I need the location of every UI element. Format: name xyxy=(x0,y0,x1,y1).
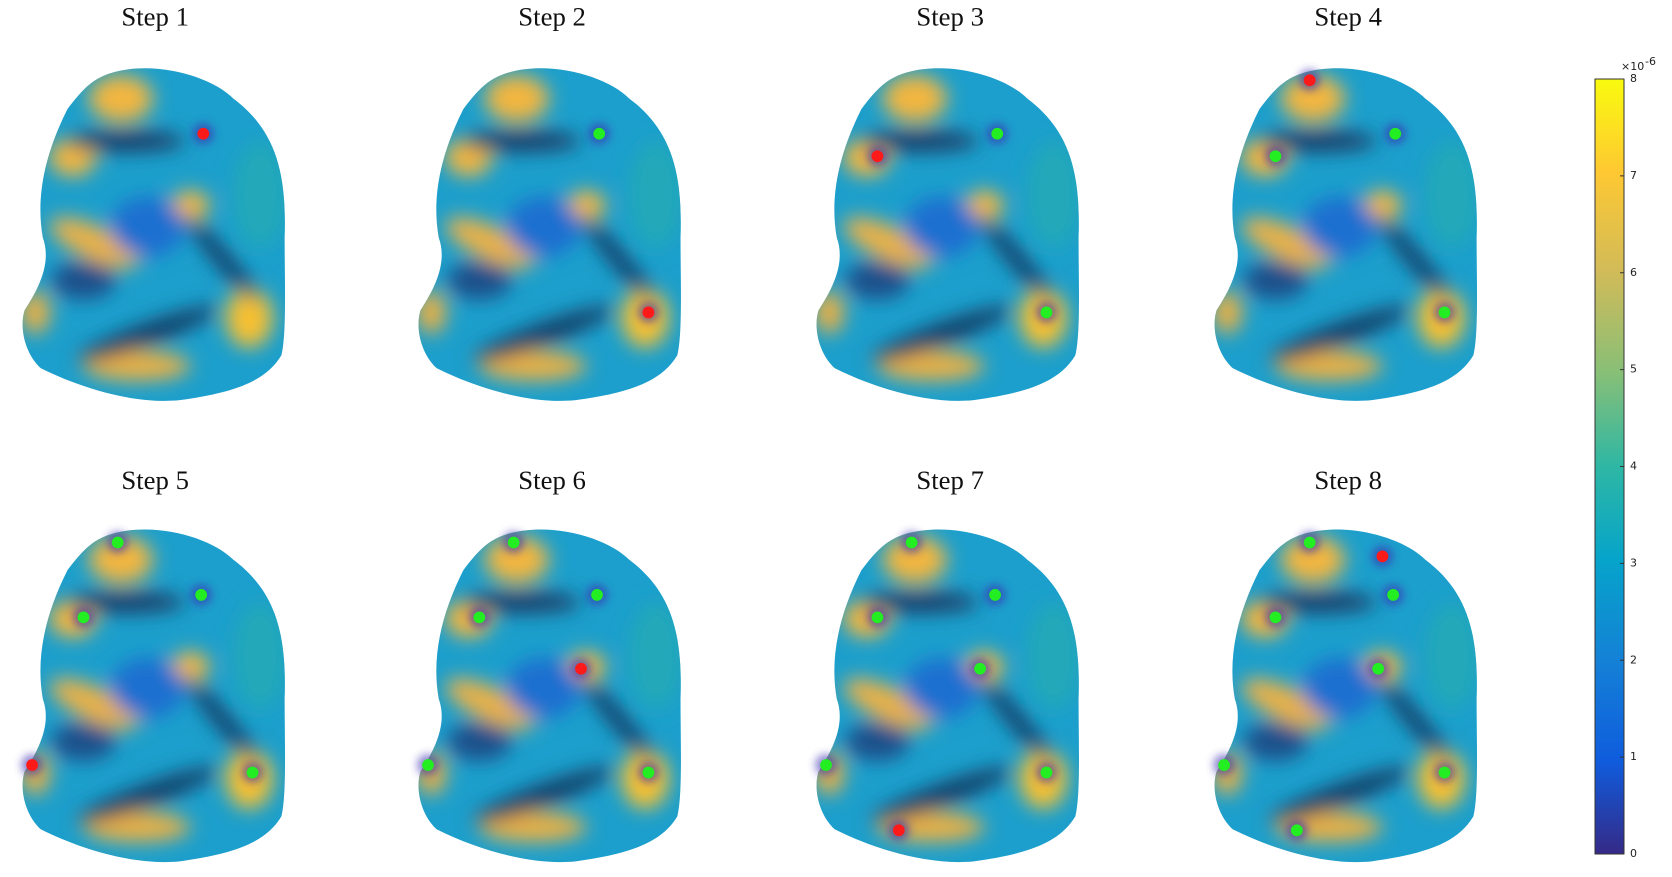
selected-point xyxy=(1376,550,1389,563)
surface xyxy=(20,68,286,401)
previous-point xyxy=(591,589,603,601)
panel: Step 7 xyxy=(814,465,1080,862)
previous-point xyxy=(991,127,1004,140)
previous-point xyxy=(1040,306,1053,319)
surface-mesh xyxy=(416,68,682,401)
colorbar-tick-label: 5 xyxy=(1630,363,1637,376)
previous-point xyxy=(989,589,1001,601)
panel: Step 8 xyxy=(1212,465,1478,862)
surface-mesh xyxy=(814,529,1080,862)
colorbar-tick-label: 6 xyxy=(1630,266,1637,279)
previous-point xyxy=(1269,611,1282,624)
previous-point xyxy=(1438,766,1451,779)
previous-point xyxy=(111,536,124,549)
previous-point xyxy=(1438,306,1451,319)
panel: Step 1 xyxy=(20,2,286,401)
panel-title: Step 2 xyxy=(518,2,586,32)
surface xyxy=(814,68,1080,401)
colorbar-tick-label: 3 xyxy=(1630,556,1637,569)
panel-title: Step 4 xyxy=(1314,2,1382,32)
panel: Step 6 xyxy=(416,465,682,862)
previous-point xyxy=(642,766,655,779)
colorbar-tick-label: 7 xyxy=(1630,169,1637,182)
surface xyxy=(814,529,1080,862)
surface xyxy=(1212,68,1478,401)
previous-point xyxy=(905,536,918,549)
selected-point xyxy=(892,824,905,837)
colorbar-gradient xyxy=(1594,78,1625,855)
surface-mesh xyxy=(20,68,286,401)
selected-point xyxy=(197,127,210,140)
selected-point xyxy=(1303,74,1316,87)
surface xyxy=(20,529,286,862)
panel: Step 4 xyxy=(1212,2,1478,401)
selected-point xyxy=(871,150,884,163)
panel-title: Step 3 xyxy=(916,2,984,32)
panel: Step 5 xyxy=(20,465,286,862)
previous-point xyxy=(1040,766,1053,779)
previous-point xyxy=(1303,536,1316,549)
colorbar-tick-label: 4 xyxy=(1630,460,1637,473)
selected-point xyxy=(575,662,587,675)
surface-mesh xyxy=(1212,68,1478,401)
previous-point xyxy=(507,536,520,549)
previous-point xyxy=(593,127,606,140)
previous-point xyxy=(1387,589,1400,601)
surface-mesh xyxy=(416,529,682,862)
selected-point xyxy=(26,759,38,771)
colorbar-exponent: -6 xyxy=(1645,55,1656,68)
panel: Step 3 xyxy=(814,2,1080,401)
colorbar-tick-label: 1 xyxy=(1630,750,1637,763)
colorbar-tick-label: 2 xyxy=(1630,653,1637,666)
previous-point xyxy=(195,589,208,601)
previous-point xyxy=(1389,127,1402,140)
previous-point xyxy=(422,759,434,771)
surface xyxy=(416,68,682,401)
surface xyxy=(1212,529,1478,862)
surface-mesh xyxy=(1212,529,1478,862)
previous-point xyxy=(871,611,884,624)
colorbar-tick-label: 0 xyxy=(1630,847,1637,860)
surface-mesh xyxy=(20,529,286,862)
previous-point xyxy=(77,611,90,624)
colorbar-multiplier: ×10 xyxy=(1621,60,1644,73)
panels: Step 1 Step 2 Step 3 Step 4 Step 5 Step 6 Step… xyxy=(20,2,1478,862)
selected-point xyxy=(642,306,655,319)
previous-point xyxy=(1218,759,1230,771)
panel-title: Step 8 xyxy=(1314,465,1382,495)
panel-title: Step 7 xyxy=(916,465,984,495)
previous-point xyxy=(974,662,987,675)
colorbar-tick-label: 8 xyxy=(1630,72,1637,85)
previous-point xyxy=(1290,824,1303,837)
previous-point xyxy=(473,611,486,624)
previous-point xyxy=(246,766,259,779)
panel-title: Step 1 xyxy=(121,2,189,32)
panel-title: Step 5 xyxy=(121,465,189,495)
previous-point xyxy=(820,759,832,771)
panel-title: Step 6 xyxy=(518,465,586,495)
surface-mesh xyxy=(814,68,1080,401)
colorbar: ×10 -6 0 1 2 3 4 5 6 7 8 xyxy=(1594,55,1656,860)
surface xyxy=(416,529,682,862)
panel: Step 2 xyxy=(416,2,682,401)
previous-point xyxy=(1372,662,1385,675)
previous-point xyxy=(1269,150,1282,163)
